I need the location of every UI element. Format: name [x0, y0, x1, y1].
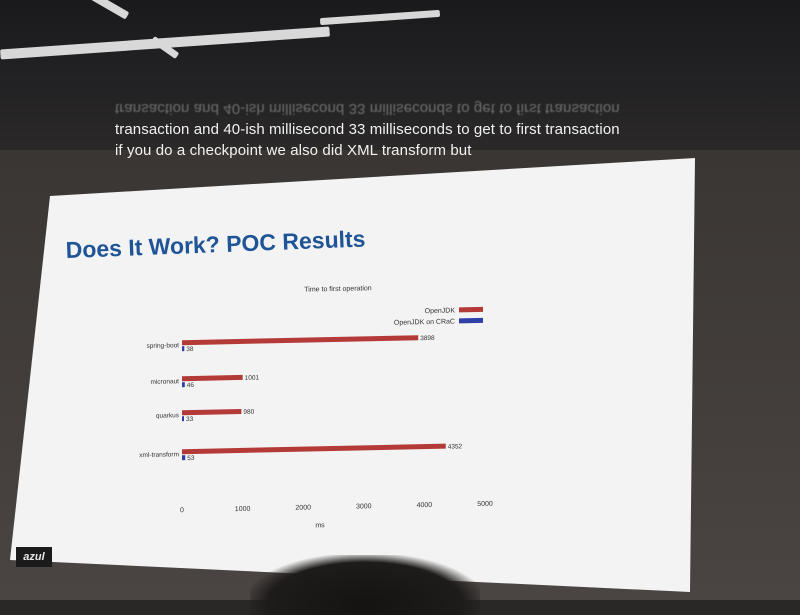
azul-logo: azul [16, 547, 52, 567]
caption-reflection: transaction and 40-ish millisecond 33 mi… [115, 100, 620, 117]
ceiling-light [319, 9, 441, 26]
audience-head [250, 555, 480, 615]
wall [0, 150, 800, 600]
ceiling-light [90, 0, 130, 20]
caption-line-2: if you do a checkpoint we also did XML t… [115, 142, 472, 159]
live-captions: transaction and 40-ish millisecond 33 mi… [115, 100, 620, 190]
caption-line-1: transaction and 40-ish millisecond 33 mi… [115, 121, 620, 138]
ceiling [0, 0, 800, 150]
